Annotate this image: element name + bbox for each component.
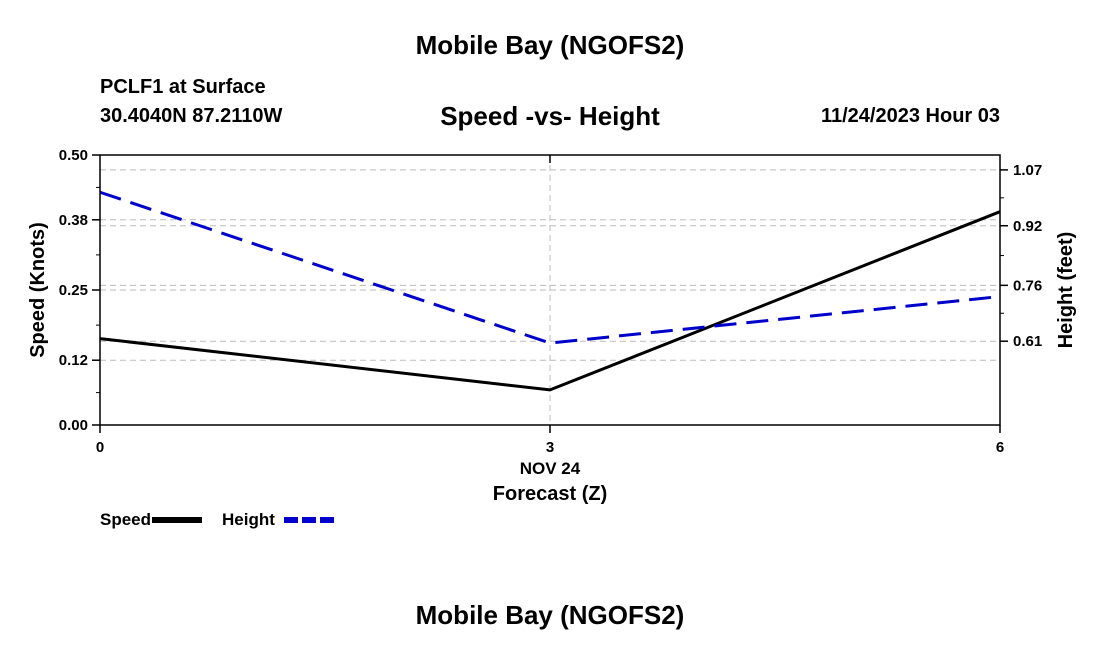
- x-tick-label: 6: [996, 439, 1004, 456]
- legend-label-speed: Speed: [100, 510, 151, 529]
- legend: Speed Height: [100, 510, 334, 529]
- series-lines: [99, 190, 1001, 392]
- legend-label-height: Height: [222, 510, 275, 529]
- y-left-tick-label: 0.50: [59, 147, 88, 164]
- ticks: 0.00 0.12 0.25 0.38 0.50 0.61 0.76 0.92 1.07 0 3 6: [59, 147, 1042, 456]
- y-right-tick-label: 1.07: [1013, 162, 1042, 179]
- y-left-tick-label: 0.38: [59, 212, 88, 229]
- forecast-datetime: 11/24/2023 Hour 03: [820, 105, 1000, 127]
- y-right-tick-label: 0.61: [1013, 333, 1042, 350]
- series-line-height: [99, 190, 1001, 345]
- y-axis-left-title: Speed (Knots): [27, 222, 49, 358]
- page-title: Mobile Bay (NGOFS2): [415, 30, 685, 60]
- x-tick-label: 3: [546, 439, 554, 456]
- series-line-speed: [99, 210, 1001, 392]
- x-tick-label: 0: [96, 439, 104, 456]
- y-left-tick-label: 0.25: [59, 282, 88, 299]
- x-axis-date-label: NOV 24: [520, 459, 581, 478]
- x-axis-title: Forecast (Z): [493, 483, 607, 505]
- station-label: PCLF1 at Surface: [100, 76, 266, 98]
- grid: [100, 154, 1000, 425]
- y-left-tick-label: 0.00: [59, 417, 88, 434]
- y-right-tick-label: 0.92: [1013, 218, 1042, 235]
- y-axis-right-title: Height (feet): [1055, 232, 1077, 349]
- footer-title: Mobile Bay (NGOFS2): [415, 600, 685, 630]
- chart-title: Speed -vs- Height: [440, 101, 660, 131]
- coordinates-label: 30.4040N 87.2110W: [100, 105, 283, 127]
- y-left-tick-label: 0.12: [59, 352, 88, 369]
- y-right-tick-label: 0.76: [1013, 277, 1042, 294]
